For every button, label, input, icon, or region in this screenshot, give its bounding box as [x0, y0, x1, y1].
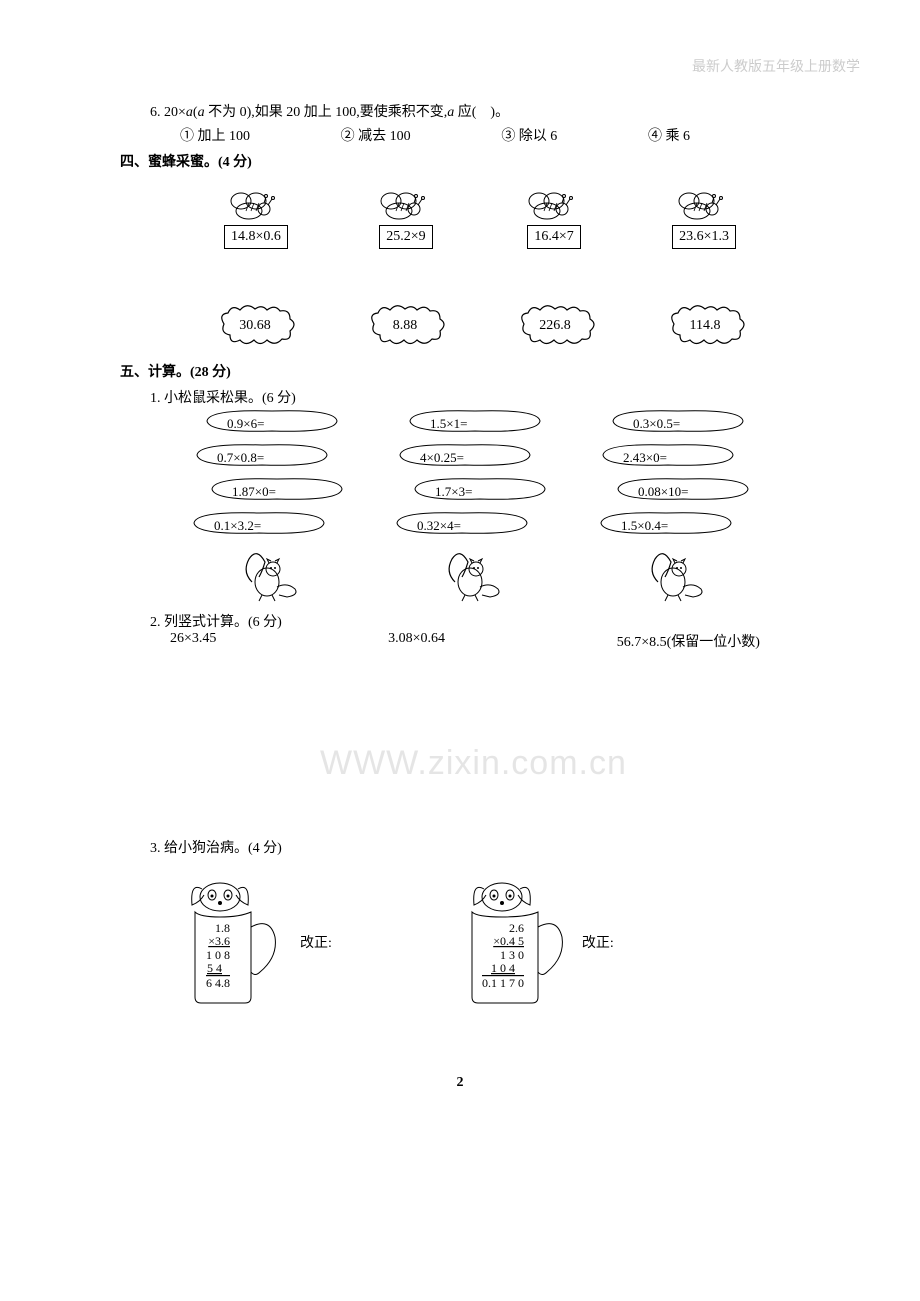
nut-shape: 0.9×6= [197, 407, 347, 435]
nut-col-1: 0.9×6= 0.7×0.8= 1.87×0= 0.1×3.2= [192, 407, 352, 607]
flower-2: 8.88 [360, 299, 450, 349]
bee-3-expr: 16.4×7 [527, 225, 580, 249]
nut-shape: 0.3×0.5= [603, 407, 753, 435]
header-watermark: 最新人教版五年级上册数学 [692, 56, 860, 76]
bee-2: 25.2×9 [376, 183, 436, 249]
svg-text:1.8: 1.8 [215, 921, 230, 935]
svg-text:6 4.8: 6 4.8 [206, 976, 230, 990]
flower-4: 114.8 [660, 299, 750, 349]
sub-5-3-title: 3. 给小狗治病。(4 分) [150, 837, 800, 857]
squirrel-icon [237, 547, 307, 607]
svg-text:5 4: 5 4 [207, 961, 222, 975]
nut-grid: 0.9×6= 0.7×0.8= 1.87×0= 0.1×3.2= 1.5×1= … [120, 407, 800, 607]
svg-text:0.3×0.5=: 0.3×0.5= [633, 416, 680, 431]
svg-text:×0.4 5: ×0.4 5 [493, 934, 524, 948]
svg-text:0.1×3.2=: 0.1×3.2= [214, 518, 261, 533]
nut-shape: 0.08×10= [608, 475, 758, 503]
bee-2-expr: 25.2×9 [379, 225, 432, 249]
svg-text:0.7×0.8=: 0.7×0.8= [217, 450, 264, 465]
bee-4-expr: 23.6×1.3 [672, 225, 736, 249]
watermark-text: WWW.zixin.com.cn [320, 744, 627, 783]
calc-row: 26×3.45 3.08×0.64 56.7×8.5(保留一位小数) [170, 631, 760, 651]
nut-shape: 0.7×0.8= [187, 441, 337, 469]
dog-1-correct: 改正: [300, 932, 332, 952]
svg-text:8.88: 8.88 [393, 318, 418, 333]
option-2: ② 减去 100 [341, 125, 411, 145]
svg-text:0.08×10=: 0.08×10= [638, 484, 688, 499]
flower-1: 30.68 [210, 299, 300, 349]
svg-text:2.6: 2.6 [509, 921, 524, 935]
question-6-options: ① 加上 100 ② 减去 100 ③ 除以 6 ④ 乘 6 [180, 125, 690, 145]
svg-text:1.5×0.4=: 1.5×0.4= [621, 518, 668, 533]
svg-text:×3.6: ×3.6 [208, 934, 230, 948]
svg-text:30.68: 30.68 [239, 318, 271, 333]
svg-text:1.87×0=: 1.87×0= [232, 484, 276, 499]
svg-text:1 3 0: 1 3 0 [500, 948, 524, 962]
calc-1: 26×3.45 [170, 631, 216, 651]
bee-4: 23.6×1.3 [672, 183, 736, 249]
dog-icon-2: 2.6 ×0.4 5 1 3 0 1 0 4 0.1 1 7 0 [452, 877, 572, 1007]
option-3: ③ 除以 6 [501, 125, 557, 145]
option-1: ① 加上 100 [180, 125, 250, 145]
bee-1-expr: 14.8×0.6 [224, 225, 288, 249]
svg-text:1.7×3=: 1.7×3= [435, 484, 472, 499]
svg-text:114.8: 114.8 [690, 318, 721, 333]
svg-text:1.5×1=: 1.5×1= [430, 416, 467, 431]
bee-icon [226, 183, 286, 223]
sub-5-1-title: 1. 小松鼠采松果。(6 分) [150, 387, 800, 407]
svg-text:0.9×6=: 0.9×6= [227, 416, 264, 431]
bee-icon [376, 183, 436, 223]
nut-shape: 1.7×3= [405, 475, 555, 503]
option-4: ④ 乘 6 [648, 125, 690, 145]
svg-text:226.8: 226.8 [539, 318, 571, 333]
squirrel-icon [440, 547, 510, 607]
nut-shape: 0.32×4= [387, 509, 537, 537]
page-number: 2 [457, 1075, 464, 1091]
svg-text:4×0.25=: 4×0.25= [420, 450, 464, 465]
bee-row: 14.8×0.6 25.2×9 [120, 175, 800, 269]
section-4-title: 四、蜜蜂采蜜。(4 分) [120, 151, 800, 171]
sub-5-2-title: 2. 列竖式计算。(6 分) [150, 611, 800, 631]
section-5-title: 五、计算。(28 分) [120, 361, 800, 381]
bee-1: 14.8×0.6 [224, 183, 288, 249]
nut-shape: 1.5×0.4= [591, 509, 741, 537]
bee-icon [524, 183, 584, 223]
bee-icon [674, 183, 734, 223]
flower-3: 226.8 [510, 299, 600, 349]
bee-3: 16.4×7 [524, 183, 584, 249]
nut-shape: 4×0.25= [390, 441, 540, 469]
nut-col-2: 1.5×1= 4×0.25= 1.7×3= 0.32×4= [395, 407, 555, 607]
calc-2: 3.08×0.64 [388, 631, 445, 651]
dog-1: 1.8 ×3.6 1 0 8 5 4 6 4.8 改正: [170, 877, 332, 1007]
dog-section: 1.8 ×3.6 1 0 8 5 4 6 4.8 改正: [170, 877, 800, 1007]
calc-3: 56.7×8.5(保留一位小数) [617, 631, 760, 651]
nut-shape: 1.87×0= [202, 475, 352, 503]
dog-2: 2.6 ×0.4 5 1 3 0 1 0 4 0.1 1 7 0 改正: [452, 877, 614, 1007]
dog-2-correct: 改正: [582, 932, 614, 952]
svg-text:0.1 1 7 0: 0.1 1 7 0 [482, 976, 524, 990]
question-6: 6. 20×a(a 不为 0),如果 20 加上 100,要使乘积不变,a 应(… [150, 100, 800, 125]
nut-col-3: 0.3×0.5= 2.43×0= 0.08×10= 1.5×0.4= [598, 407, 758, 607]
dog-icon-1: 1.8 ×3.6 1 0 8 5 4 6 4.8 [170, 877, 290, 1007]
nut-shape: 2.43×0= [593, 441, 743, 469]
squirrel-icon [643, 547, 713, 607]
svg-text:0.32×4=: 0.32×4= [417, 518, 461, 533]
flower-row: 30.68 8.88 226.8 114.8 [120, 269, 800, 349]
svg-text:2.43×0=: 2.43×0= [623, 450, 667, 465]
svg-text:1 0 4: 1 0 4 [491, 961, 515, 975]
nut-shape: 1.5×1= [400, 407, 550, 435]
nut-shape: 0.1×3.2= [184, 509, 334, 537]
svg-text:1 0 8: 1 0 8 [206, 948, 230, 962]
